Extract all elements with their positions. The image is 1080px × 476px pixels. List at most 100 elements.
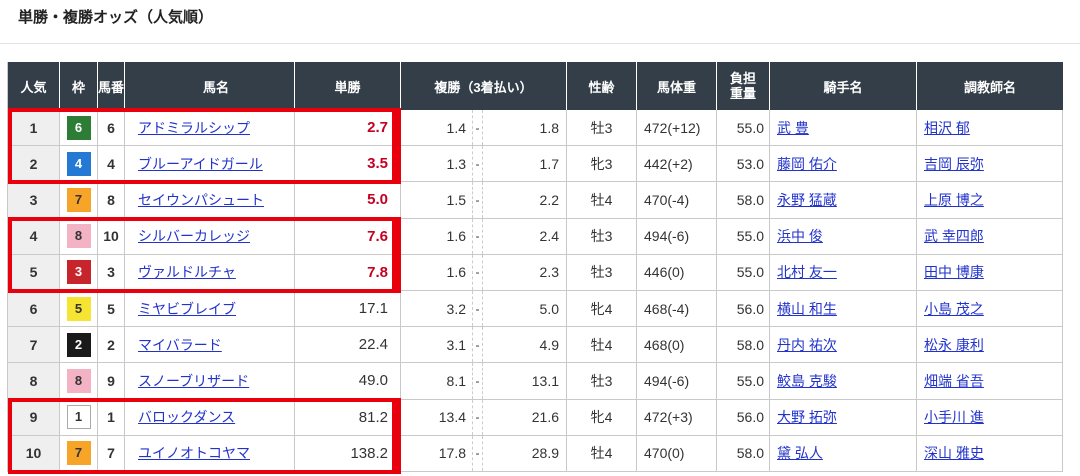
place-odds-separator: -	[472, 399, 483, 435]
sex-age-cell: 牡3	[567, 110, 637, 146]
horse-number-cell: 8	[98, 182, 125, 218]
table-row: 2 4 4 ブルーアイドガール 3.5 1.3 - 1.7 牝3 442(+2)…	[8, 146, 1063, 183]
place-odds-low: 1.6	[446, 264, 466, 281]
rank-cell: 9	[8, 399, 60, 435]
horse-name-link[interactable]: マイバラード	[138, 336, 222, 353]
trainer-link[interactable]: 上原 博之	[924, 191, 984, 208]
horse-name-link[interactable]: ユイノオトコヤマ	[138, 445, 250, 462]
separator-line	[0, 43, 1080, 44]
jockey-link[interactable]: 丹内 祐次	[777, 336, 837, 353]
jockey-cell: 藤岡 佑介	[770, 146, 917, 182]
weight-cell: 446(0)	[637, 254, 717, 290]
place-odds-high: 13.1	[531, 372, 559, 389]
rank-cell: 6	[8, 290, 60, 327]
horse-name-link[interactable]: セイウンパシュート	[138, 191, 264, 208]
place-odds-high: 5.0	[539, 300, 559, 317]
weight-cell: 468(0)	[637, 327, 717, 363]
win-odds-cell: 3.5	[295, 146, 401, 182]
jockey-link[interactable]: 大野 拓弥	[777, 409, 837, 426]
win-odds-cell: 2.7	[295, 110, 401, 146]
horse-name-cell: ヴァルドルチャ	[125, 254, 295, 290]
jockey-link[interactable]: 鮫島 克駿	[777, 372, 837, 389]
horse-name-cell: アドミラルシップ	[125, 110, 295, 146]
horse-name-link[interactable]: スノーブリザード	[138, 372, 250, 389]
place-odds-cell: 1.5 - 2.2	[401, 182, 567, 218]
horse-name-link[interactable]: ミヤビブレイブ	[138, 300, 236, 317]
trainer-cell: 上原 博之	[917, 182, 1063, 218]
place-odds-separator: -	[472, 435, 483, 471]
horse-number-cell: 7	[98, 435, 125, 471]
table-row: 7 2 2 マイバラード 22.4 3.1 - 4.9 牡4 468(0) 58…	[8, 327, 1063, 364]
trainer-link[interactable]: 田中 博康	[924, 264, 984, 281]
horse-name-cell: ブルーアイドガール	[125, 146, 295, 182]
trainer-link[interactable]: 深山 雅史	[924, 445, 984, 462]
header-sex-age: 性齢	[567, 62, 637, 110]
trainer-link[interactable]: 松永 康利	[924, 336, 984, 353]
sex-age-cell: 牡3	[567, 218, 637, 254]
horse-name-link[interactable]: バロックダンス	[138, 409, 236, 426]
jockey-cell: 浜中 俊	[770, 218, 917, 254]
place-odds-cell: 1.4 - 1.8	[401, 110, 567, 146]
place-odds-separator: -	[472, 327, 483, 363]
horse-name-link[interactable]: シルバーカレッジ	[138, 228, 250, 245]
place-odds-separator: -	[472, 290, 483, 327]
weight-cell: 472(+3)	[637, 399, 717, 435]
waku-cell: 5	[60, 290, 98, 327]
jockey-link[interactable]: 武 豊	[777, 119, 809, 136]
waku-badge: 8	[66, 224, 91, 249]
sex-age-cell: 牡3	[567, 254, 637, 290]
page-title: 単勝・複勝オッズ（人気順）	[18, 9, 214, 26]
header-jockey: 騎手名	[770, 62, 917, 110]
jockey-cell: 大野 拓弥	[770, 399, 917, 435]
rank-cell: 3	[8, 182, 60, 218]
jockey-cell: 黛 弘人	[770, 435, 917, 471]
place-odds-cell: 1.6 - 2.3	[401, 254, 567, 290]
jockey-link[interactable]: 黛 弘人	[777, 445, 823, 462]
trainer-link[interactable]: 武 幸四郎	[924, 228, 984, 245]
jockey-link[interactable]: 北村 友一	[777, 264, 837, 281]
rank-cell: 2	[8, 146, 60, 182]
trainer-cell: 武 幸四郎	[917, 218, 1063, 254]
trainer-link[interactable]: 畑端 省吾	[924, 372, 984, 389]
horse-number-cell: 4	[98, 146, 125, 182]
horse-name-link[interactable]: ヴァルドルチャ	[138, 264, 236, 281]
waku-badge: 5	[66, 296, 91, 321]
trainer-link[interactable]: 小手川 進	[924, 409, 984, 426]
win-odds-cell: 7.6	[295, 218, 401, 254]
horse-name-link[interactable]: アドミラルシップ	[138, 119, 250, 136]
trainer-cell: 小島 茂之	[917, 290, 1063, 327]
jockey-link[interactable]: 浜中 俊	[777, 228, 823, 245]
trainer-link[interactable]: 相沢 郁	[924, 119, 970, 136]
load-weight-cell: 53.0	[717, 146, 770, 182]
trainer-link[interactable]: 吉岡 辰弥	[924, 155, 984, 172]
jockey-link[interactable]: 永野 猛蔵	[777, 191, 837, 208]
win-odds-cell: 81.2	[295, 399, 401, 435]
jockey-cell: 丹内 祐次	[770, 327, 917, 363]
jockey-link[interactable]: 横山 和生	[777, 300, 837, 317]
trainer-cell: 深山 雅史	[917, 435, 1063, 471]
place-odds-low: 1.5	[446, 191, 466, 208]
horse-number-cell: 9	[98, 363, 125, 399]
trainer-link[interactable]: 小島 茂之	[924, 300, 984, 317]
header-rank: 人気	[8, 62, 60, 110]
table-row: 6 5 5 ミヤビブレイブ 17.1 3.2 - 5.0 牝4 468(-4) …	[8, 290, 1063, 328]
jockey-link[interactable]: 藤岡 佑介	[777, 155, 837, 172]
weight-cell: 442(+2)	[637, 146, 717, 182]
odds-table: 人気 枠 馬番 馬名 単勝 複勝（3着払い） 性齢 馬体重 負担 重量 騎手名 …	[7, 62, 1063, 472]
horse-number-cell: 10	[98, 218, 125, 254]
rank-cell: 4	[8, 218, 60, 254]
trainer-cell: 松永 康利	[917, 327, 1063, 363]
horse-name-link[interactable]: ブルーアイドガール	[138, 155, 263, 172]
table-row: 10 7 7 ユイノオトコヤマ 138.2 17.8 - 28.9 牡4 470…	[8, 435, 1063, 472]
horse-name-cell: セイウンパシュート	[125, 182, 295, 218]
waku-cell: 8	[60, 218, 98, 254]
horse-name-cell: シルバーカレッジ	[125, 218, 295, 254]
waku-cell: 7	[60, 182, 98, 218]
table-row: 4 8 10 シルバーカレッジ 7.6 1.6 - 2.4 牡3 494(-6)…	[8, 218, 1063, 255]
place-odds-low: 1.6	[446, 228, 466, 245]
horse-name-cell: マイバラード	[125, 327, 295, 363]
horse-number-cell: 6	[98, 110, 125, 146]
place-odds-separator: -	[472, 363, 483, 399]
rank-cell: 7	[8, 327, 60, 363]
